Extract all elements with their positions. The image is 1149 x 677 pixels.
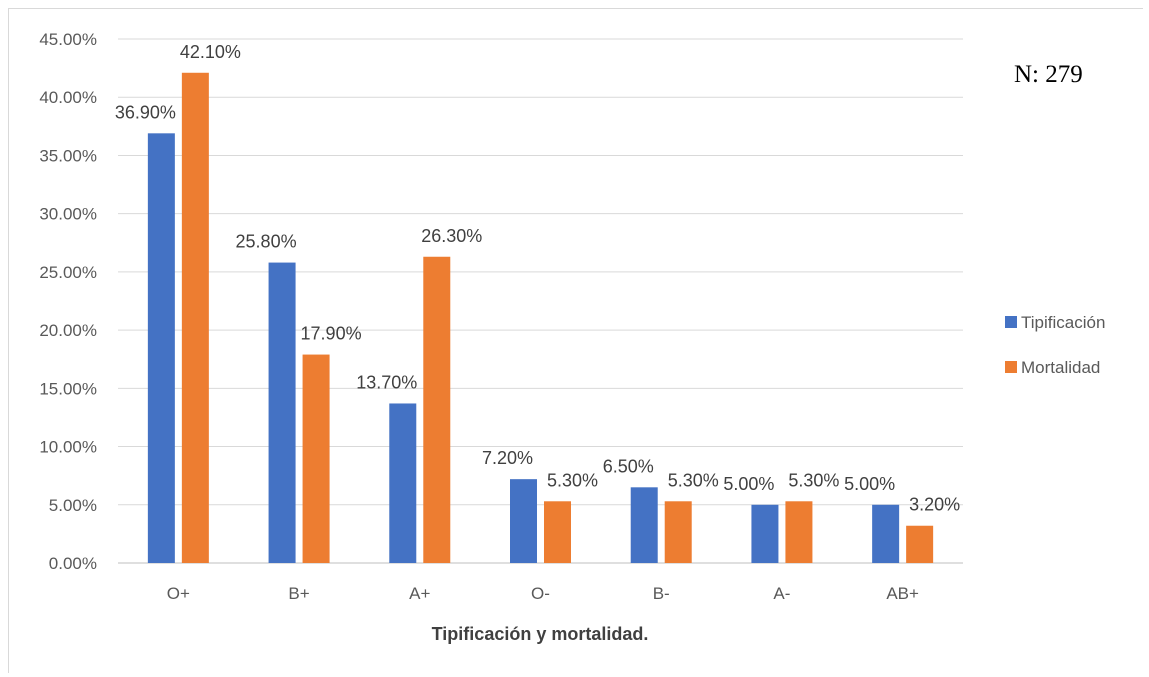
bar-mortalidad: [302, 354, 330, 563]
data-label: 26.30%: [421, 226, 482, 246]
y-tick-label: 40.00%: [39, 88, 97, 107]
bar-mortalidad: [785, 501, 813, 563]
chart-frame: [8, 8, 1143, 673]
bar-tipificacion: [630, 487, 658, 563]
y-tick-label: 30.00%: [39, 205, 97, 224]
x-tick-label: A-: [773, 584, 790, 603]
data-label: 17.90%: [301, 324, 362, 344]
data-label: 3.20%: [909, 495, 960, 515]
data-label: 7.20%: [482, 448, 533, 468]
y-tick-label: 10.00%: [39, 438, 97, 457]
x-axis-title: Tipificación y mortalidad.: [432, 624, 649, 644]
bar-tipificacion: [268, 262, 296, 563]
y-tick-label: 0.00%: [49, 554, 97, 573]
bar-mortalidad: [664, 501, 692, 563]
legend-label: Tipificación: [1021, 313, 1105, 332]
data-label: 5.00%: [844, 474, 895, 494]
legend-swatch-tipificacion: [1005, 316, 1017, 328]
data-label: 13.70%: [356, 372, 417, 392]
bar-tipificacion: [147, 133, 175, 563]
y-tick-label: 15.00%: [39, 379, 97, 398]
x-tick-label: B-: [653, 584, 670, 603]
bar-mortalidad: [544, 501, 571, 563]
x-tick-label: O-: [531, 584, 550, 603]
y-tick-label: 5.00%: [49, 496, 97, 515]
y-axis-ticks: 0.00% 5.00% 10.00% 15.00% 20.00% 25.00% 30.00%…: [39, 30, 97, 573]
y-tick-label: 25.00%: [39, 263, 97, 282]
bar-tipificacion: [751, 504, 779, 563]
x-tick-label: A+: [409, 584, 430, 603]
legend: Tipificación Mortalidad: [1005, 313, 1105, 377]
bar-tipificacion: [872, 504, 900, 563]
sample-size-annotation: N: 279: [1014, 61, 1083, 88]
legend-label: Mortalidad: [1021, 358, 1100, 377]
data-label: 5.30%: [547, 470, 598, 490]
bar-mortalidad: [423, 256, 451, 563]
bars: [147, 72, 934, 563]
data-label: 25.80%: [236, 232, 297, 252]
y-tick-label: 20.00%: [39, 321, 97, 340]
bar-tipificacion: [510, 479, 537, 563]
data-labels: 36.90% 42.10% 25.80% 17.90% 13.70% 26.30% 7.20…: [115, 42, 960, 515]
data-label: 5.00%: [723, 474, 774, 494]
bar-mortalidad: [181, 72, 209, 563]
y-tick-label: 35.00%: [39, 146, 97, 165]
legend-swatch-mortalidad: [1005, 361, 1017, 373]
data-label: 42.10%: [180, 42, 241, 62]
data-label: 5.30%: [668, 470, 719, 490]
bar-tipificacion: [389, 403, 417, 563]
data-label: 6.50%: [603, 456, 654, 476]
data-label: 36.90%: [115, 102, 176, 122]
x-tick-label: O+: [167, 584, 190, 603]
x-tick-label: B+: [288, 584, 309, 603]
y-tick-label: 45.00%: [39, 30, 97, 49]
gridlines: [118, 38, 963, 564]
bar-mortalidad: [906, 525, 934, 563]
x-axis-ticks: O+ B+ A+ O- B- A- AB+: [167, 584, 919, 603]
data-label: 5.30%: [788, 470, 839, 490]
x-tick-label: AB+: [886, 584, 919, 603]
